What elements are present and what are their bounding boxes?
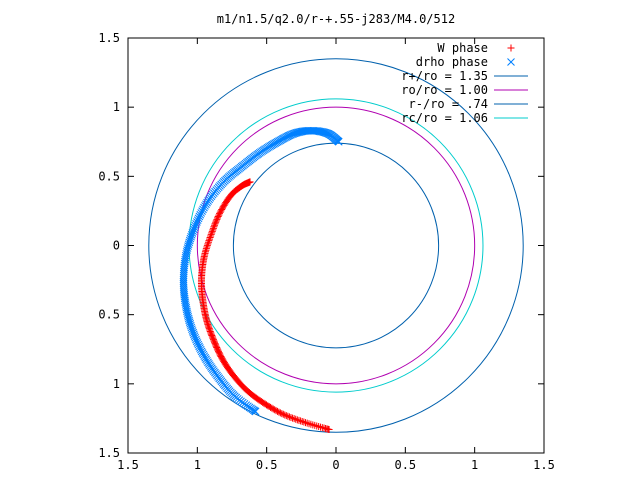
y-tick-label-0: 1.5 (98, 446, 120, 460)
series-0-point (212, 217, 220, 225)
series-0-point (209, 226, 217, 234)
series-0-point (275, 408, 283, 416)
legend-marker-series-1 (507, 58, 515, 66)
series-0-point (287, 413, 295, 421)
series-0-point (204, 240, 212, 248)
series-0-point (325, 425, 333, 433)
series-0-point (214, 214, 222, 222)
circle-2 (232, 142, 440, 349)
legend-label-circle-2: r-/ro = .74 (409, 97, 488, 111)
series-0-point (273, 407, 281, 415)
series-0-point (206, 235, 214, 243)
x-tick-label-5: 1 (471, 458, 478, 472)
series-0-point (297, 417, 305, 425)
y-tick-label-2: 0.5 (98, 308, 120, 322)
series-1-point (179, 275, 188, 284)
legend-marker-series-0 (507, 44, 515, 52)
series-1-point (251, 407, 260, 416)
series-0-point (301, 419, 309, 427)
series-0-point (303, 419, 311, 427)
y-tick-label-1: 1 (113, 377, 120, 391)
data-series (179, 126, 343, 433)
series-0-point (307, 420, 315, 428)
series-0-point (214, 212, 222, 220)
legend-label-circle-3: rc/ro = 1.06 (401, 111, 488, 125)
series-0-point (207, 232, 215, 240)
series-0-point (203, 241, 211, 249)
circle-1 (196, 106, 476, 385)
series-1-point (179, 273, 188, 282)
series-0-point (208, 227, 216, 235)
series-1 (179, 126, 343, 416)
x-tick-label-0: 1.5 (117, 458, 139, 472)
series-1-point (179, 277, 188, 286)
legend-label-circle-0: r+/ro = 1.35 (401, 69, 488, 83)
x-tick-label-6: 1.5 (533, 458, 555, 472)
series-1-point (201, 202, 209, 210)
series-0-point (289, 414, 297, 422)
series-0-point (282, 412, 290, 420)
series-0-point (300, 418, 308, 426)
series-1-point (198, 207, 206, 216)
series-0-point (204, 238, 212, 246)
x-tick-label-2: 0.5 (256, 458, 278, 472)
series-0-point (215, 211, 223, 219)
series-0-point (305, 420, 313, 428)
series-1-point (200, 203, 208, 212)
series-0-point (206, 234, 214, 242)
x-tick-label-3: 0 (332, 458, 339, 472)
series-0-point (285, 413, 293, 421)
series-0-point (212, 218, 220, 226)
series-0-point (315, 423, 323, 431)
series-0-point (211, 220, 219, 228)
legend-label-circle-1: ro/ro = 1.00 (401, 83, 488, 97)
series-0-point (209, 224, 217, 232)
y-tick-label-3: 0 (113, 239, 120, 253)
series-1-point (199, 205, 207, 214)
x-tick-label-1: 1 (194, 458, 201, 472)
series-0-point (284, 412, 292, 420)
y-tick-label-6: 1.5 (98, 31, 120, 45)
series-0-point (210, 223, 218, 231)
series-0-point (290, 415, 298, 423)
y-tick-label-4: 0.5 (98, 169, 120, 183)
series-0-point (295, 416, 303, 424)
series-0-point (292, 415, 300, 423)
series-0-point (293, 416, 301, 424)
series-0-point (272, 407, 280, 415)
series-0-point (208, 229, 216, 237)
series-0-point (205, 237, 213, 245)
series-0-point (281, 411, 289, 419)
legend-label-series-0: W phase (437, 41, 488, 55)
legend-label-series-1: drho phase (416, 55, 488, 69)
series-1-point (197, 209, 206, 217)
series-0-point (211, 221, 219, 229)
x-tick-label-4: 0.5 (394, 458, 416, 472)
circle-0 (148, 58, 524, 433)
y-tick-label-5: 1 (113, 100, 120, 114)
series-0-point (279, 410, 287, 418)
series-0-point (207, 230, 215, 238)
axis-ticks: 1.5 1 0.5 0 0.5 1 1.51.510.500.511.5 (98, 31, 555, 472)
chart-title: m1/n1.5/q2.0/r-+.55-j283/M4.0/512 (217, 12, 455, 26)
series-0-point (213, 215, 221, 223)
series-0-point (276, 409, 284, 417)
series-0-point (278, 410, 286, 418)
series-0-point (317, 423, 325, 431)
series-0 (197, 178, 333, 433)
series-0-point (298, 417, 306, 425)
